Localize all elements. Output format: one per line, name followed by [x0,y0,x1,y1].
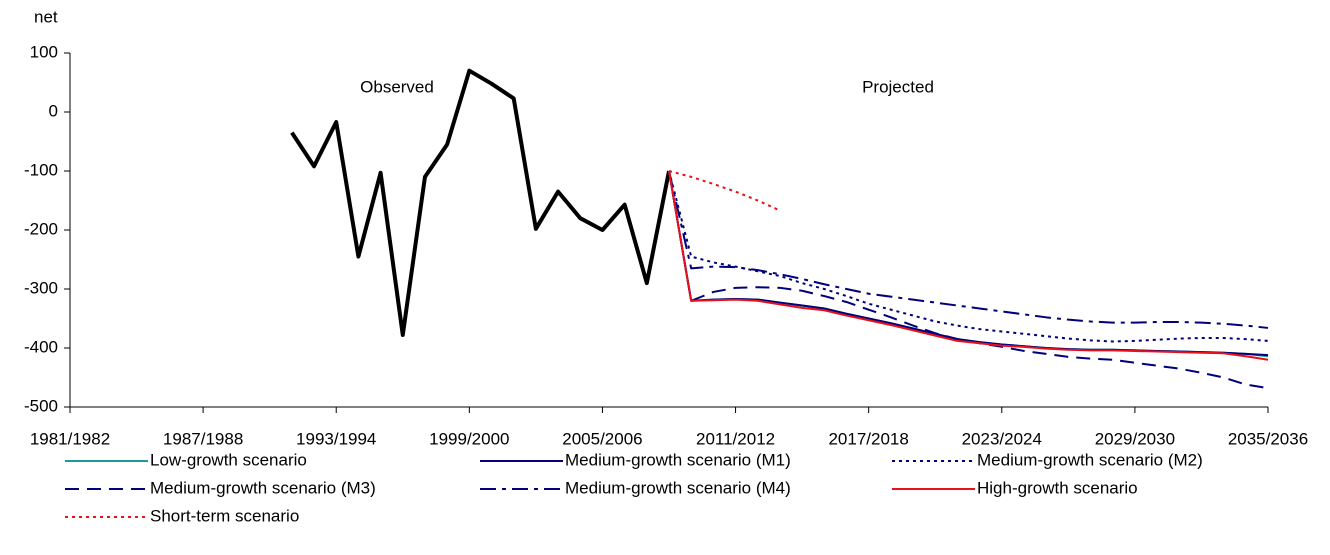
series-line [668,170,1269,390]
y-tick-label: -400 [24,337,58,356]
legend-label: Short-term scenario [150,506,299,525]
series-line [668,170,1269,343]
legend-label: Medium-growth scenario (M3) [150,478,376,497]
series-line [668,170,781,212]
y-tick-label: 0 [49,101,58,120]
legend-label: High-growth scenario [977,478,1138,497]
series-line [668,170,1269,329]
y-tick-label: -500 [24,396,58,415]
x-tick-label: 2035/2036 [1228,429,1308,448]
x-tick-label: 1999/2000 [429,429,509,448]
x-tick-label: 2023/2024 [962,429,1042,448]
y-tick-label: -300 [24,278,58,297]
x-tick-label: 2017/2018 [828,429,908,448]
annotation: Projected [862,77,934,96]
x-tick-label: 1987/1988 [163,429,243,448]
series-line [668,170,1269,357]
series-line [668,170,1269,361]
annotation: Observed [360,77,434,96]
legend-label: Medium-growth scenario (M2) [977,450,1203,469]
series-line [668,170,1269,358]
legend-label: Low-growth scenario [150,450,307,469]
x-tick-label: 2029/2030 [1095,429,1175,448]
legend-label: Medium-growth scenario (M1) [565,450,791,469]
legend-label: Medium-growth scenario (M4) [565,478,791,497]
x-tick-label: 1981/1982 [30,429,110,448]
x-tick-label: 2005/2006 [562,429,642,448]
series-line [290,68,671,338]
x-tick-label: 2011/2012 [696,429,775,448]
y-tick-label: 100 [30,42,58,61]
y-tick-label: -100 [24,160,58,179]
x-tick-label: 1993/1994 [296,429,376,448]
y-tick-label: -200 [24,219,58,238]
y-axis-label: net [34,7,58,26]
